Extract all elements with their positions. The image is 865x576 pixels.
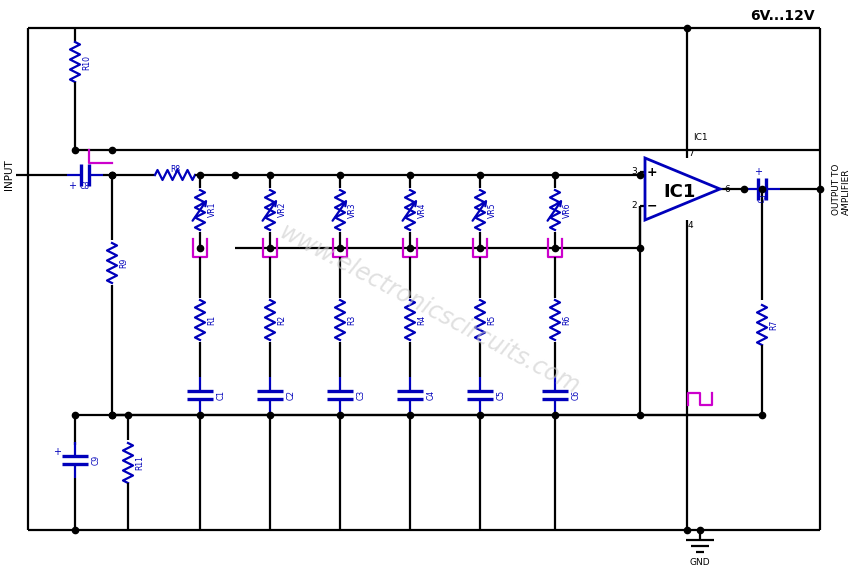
Text: C5: C5 xyxy=(497,390,506,400)
Text: VR5: VR5 xyxy=(488,202,497,218)
Text: R6: R6 xyxy=(562,315,571,325)
Text: +: + xyxy=(647,165,657,179)
Text: R7: R7 xyxy=(769,320,778,330)
Text: C9: C9 xyxy=(92,455,101,465)
Text: R11: R11 xyxy=(135,456,144,471)
Text: +: + xyxy=(68,181,76,191)
Text: 7: 7 xyxy=(688,149,694,157)
Text: OUTPUT TO
AMPLIFIER: OUTPUT TO AMPLIFIER xyxy=(832,164,851,215)
Text: VR6: VR6 xyxy=(563,202,572,218)
Text: www.electronicscircuits.com: www.electronicscircuits.com xyxy=(276,221,584,400)
Text: C4: C4 xyxy=(427,390,436,400)
Text: C1: C1 xyxy=(217,390,226,400)
Text: R9: R9 xyxy=(119,258,128,268)
Text: −: − xyxy=(647,199,657,213)
Text: R10: R10 xyxy=(82,55,91,70)
Text: VR2: VR2 xyxy=(278,202,287,217)
Text: R1: R1 xyxy=(207,315,216,325)
Text: VR3: VR3 xyxy=(348,202,357,218)
Text: R4: R4 xyxy=(417,315,426,325)
Text: GND: GND xyxy=(689,558,710,567)
Text: VR1: VR1 xyxy=(208,202,217,217)
Text: C6: C6 xyxy=(572,390,581,400)
Text: +: + xyxy=(754,167,762,177)
Text: R3: R3 xyxy=(347,315,356,325)
Text: 2: 2 xyxy=(631,202,637,210)
Text: +: + xyxy=(53,447,61,457)
Text: R5: R5 xyxy=(487,315,496,325)
Text: 6: 6 xyxy=(724,184,730,194)
Text: IC1: IC1 xyxy=(663,183,695,201)
Text: VR4: VR4 xyxy=(418,202,427,218)
Text: C2: C2 xyxy=(287,390,296,400)
Text: R8: R8 xyxy=(170,165,180,174)
Text: IC1: IC1 xyxy=(693,133,708,142)
Text: C7: C7 xyxy=(757,196,767,205)
Text: INPUT: INPUT xyxy=(4,160,14,191)
Text: C8: C8 xyxy=(80,182,90,191)
Text: R2: R2 xyxy=(277,315,286,325)
Text: 4: 4 xyxy=(688,221,694,229)
Text: 6V...12V: 6V...12V xyxy=(750,9,815,23)
Text: 3: 3 xyxy=(631,168,637,176)
Text: C3: C3 xyxy=(357,390,366,400)
Text: −: − xyxy=(809,523,821,537)
